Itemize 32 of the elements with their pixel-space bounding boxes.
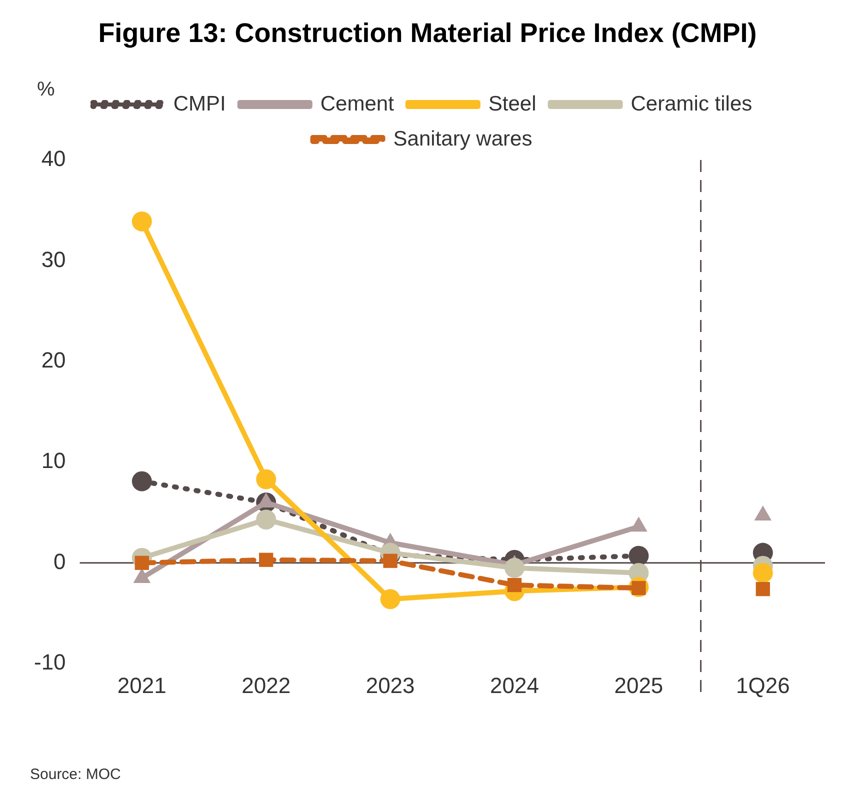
legend-label: Sanitary wares [393,127,532,150]
point [132,471,152,492]
legend-label: Ceramic tiles [630,92,752,116]
point [132,211,152,232]
y-tick-label: -10 [34,650,66,675]
source-note: Source: MOC [30,766,121,783]
legend-label: Steel [488,92,536,116]
y-tick-label: 40 [41,146,66,172]
point [628,546,649,566]
x-tick-label: 2021 [117,672,166,698]
x-tick-label: 2024 [490,672,539,698]
point [256,469,276,490]
point [256,510,276,530]
legend-label: Cement [320,92,394,116]
legend-label: CMPI [173,92,226,116]
x-tick-label: 2025 [614,672,664,698]
x-tick-label: 2023 [366,672,415,698]
y-tick-label: 10 [41,448,66,474]
y-tick-label: 30 [41,246,66,272]
x-tick-label: 1Q26 [736,672,790,698]
point [383,554,398,568]
point [752,562,773,583]
x-tick-label: 2022 [242,672,291,698]
chart-title: Figure 13: Construction Material Price Index (CMPI) [97,18,758,49]
point [504,558,524,578]
point [259,552,274,567]
point [507,578,522,592]
point [756,582,770,596]
point [380,589,400,610]
y-axis-title: % [37,78,55,101]
y-tick-label: 20 [41,348,66,373]
y-tick-label: 0 [54,548,66,574]
